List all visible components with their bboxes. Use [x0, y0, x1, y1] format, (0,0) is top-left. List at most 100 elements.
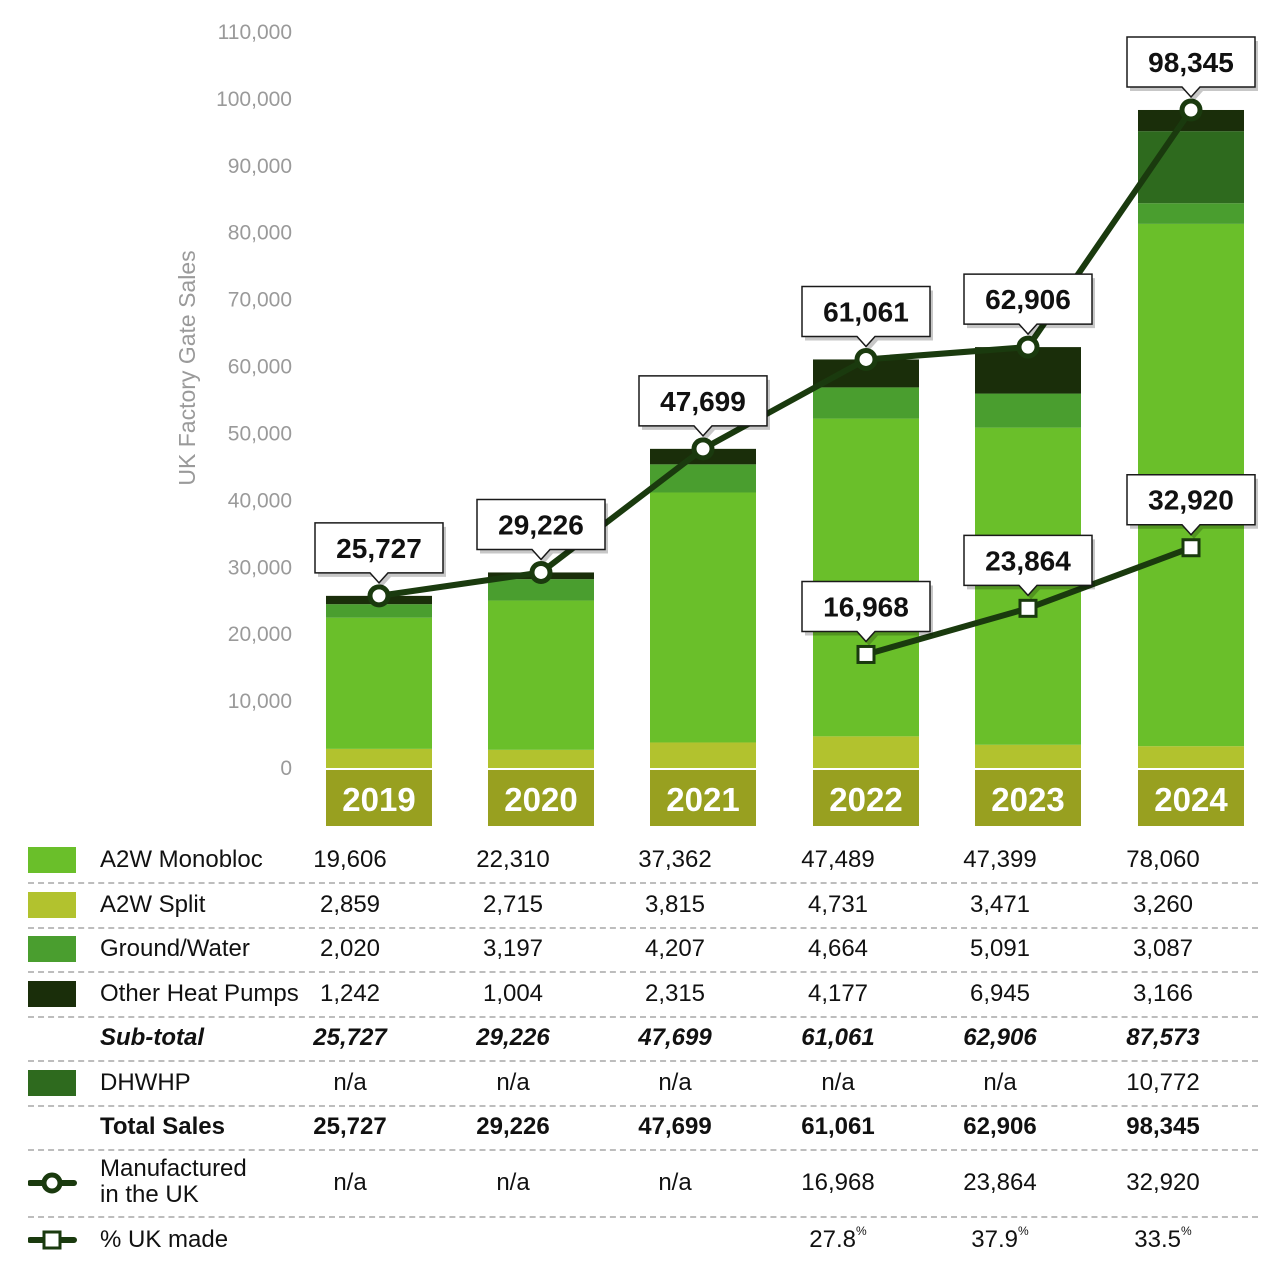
callout-0-2019: 25,727: [314, 522, 446, 587]
table-cell: 3,197: [433, 935, 593, 963]
cell-value: 10,772: [1126, 1069, 1200, 1096]
table-cell: 32,920: [1083, 1169, 1243, 1197]
table-cell: 37.9%: [920, 1224, 1080, 1254]
table-cell: n/a: [270, 1169, 430, 1197]
callout-label: 61,061: [823, 296, 909, 327]
cell-value: n/a: [983, 1069, 1017, 1096]
cell-value: 78,060: [1126, 846, 1200, 873]
cell-value: 47,489: [801, 846, 875, 873]
marker-circle: [1179, 98, 1203, 122]
y-tick-label: 60,000: [228, 356, 292, 379]
callout-label: 62,906: [985, 284, 1071, 315]
row-label-line: in the UK: [100, 1181, 199, 1208]
cell-value: n/a: [333, 1169, 367, 1196]
callouts: 25,727 29,226 47,699 61,061 62,906 98,345 16,9…: [314, 36, 1258, 646]
callout-0-2020: 29,226: [476, 498, 608, 564]
table-cell: 5,091: [920, 935, 1080, 963]
legend-swatch: [28, 892, 76, 918]
table-cell: 19,606: [270, 846, 430, 874]
cell-value: 37,362: [638, 846, 712, 873]
table-row: Total Sales 25,727 29,226 47,699 61,061 62,90…: [28, 1105, 1258, 1151]
cell-value: 61,061: [801, 1113, 875, 1140]
table-cell: 2,715: [433, 891, 593, 919]
cell-value: 6,945: [969, 980, 1031, 1007]
callout-box: [963, 534, 1093, 597]
percent-unit: %: [856, 1224, 867, 1238]
cell-value: 4,664: [807, 935, 869, 962]
marker-circle: [529, 560, 553, 584]
table-cell: 47,699: [595, 1113, 755, 1141]
legend-swatch: [28, 1070, 76, 1096]
cell-value: 62,906: [963, 1024, 1037, 1051]
row-label: Sub-total: [100, 1024, 204, 1051]
bar-ground-water-2020: [488, 579, 594, 601]
year-label: 2019: [342, 781, 415, 818]
year-bands: 2019 2020 2021 2022 2023 2024: [326, 770, 1244, 826]
cell-value: 37.9: [971, 1226, 1019, 1253]
bar-a2w-split-2021: [650, 742, 756, 768]
cell-value: 2,020: [319, 935, 381, 962]
square-marker-line-icon: [28, 1230, 77, 1250]
table-cell: 4,207: [595, 935, 755, 963]
y-tick-label: 30,000: [228, 556, 292, 579]
table-cell: n/a: [920, 1069, 1080, 1097]
marker-circle: [691, 437, 715, 461]
callout-1-2022: 16,968: [801, 580, 933, 646]
marker-circle: [854, 347, 878, 371]
table-row: Other Heat Pumps 1,242 1,004 2,315 4,177 6,94…: [28, 972, 1258, 1018]
percent-unit: %: [1018, 1224, 1029, 1238]
callout-label: 23,864: [985, 545, 1071, 576]
icon-square: [42, 1230, 62, 1250]
table-cell: 4,177: [758, 980, 918, 1008]
cell-value: 1,004: [482, 980, 544, 1007]
y-tick-label: 80,000: [228, 222, 292, 245]
callout-box: [638, 375, 768, 437]
table-cell: 47,699: [595, 1024, 755, 1052]
table-cell: 22,310: [433, 846, 593, 874]
cell-value: 3,815: [644, 891, 706, 918]
cell-value: 4,731: [807, 891, 869, 918]
cell-value: 47,699: [638, 1024, 712, 1051]
percent-unit: %: [1181, 1224, 1192, 1238]
bar-ground-water-2019: [326, 604, 432, 618]
bars: [326, 109, 1244, 768]
bar-ground-water-2024: [1138, 203, 1244, 224]
row-label: Total Sales: [100, 1113, 225, 1140]
table-cell: n/a: [595, 1169, 755, 1197]
callout-box: [1126, 473, 1256, 536]
row-label: Ground/Water: [100, 935, 250, 962]
bar-ground-water-2023: [975, 393, 1081, 428]
y-tick-label: 20,000: [228, 623, 292, 646]
cell-value: 22,310: [476, 846, 550, 873]
y-tick-label: 110,000: [218, 21, 292, 44]
callout-0-2021: 47,699: [638, 375, 770, 440]
callout-1-2023: 23,864: [963, 534, 1095, 600]
table-cell: 61,061: [758, 1113, 918, 1141]
bar-a2w-monobloc-2021: [650, 492, 756, 743]
cell-value: 32,920: [1126, 1169, 1200, 1196]
callout-box: [476, 498, 606, 561]
table-cell: 3,087: [1083, 935, 1243, 963]
table-cell: 3,260: [1083, 891, 1243, 919]
table-row: DHWHP n/a n/a n/a n/a n/a 10,772: [28, 1061, 1258, 1107]
y-tick-label: 90,000: [228, 155, 292, 178]
icon-circle: [41, 1172, 63, 1194]
cell-value: 25,727: [313, 1113, 387, 1140]
marker-square: [1018, 598, 1038, 618]
bar-a2w-monobloc-2022: [813, 418, 919, 737]
callout-1-2024: 32,920: [1126, 473, 1258, 539]
bar-a2w-split-2023: [975, 744, 1081, 768]
table-cell: 16,968: [758, 1169, 918, 1197]
bar-a2w-split-2022: [813, 736, 919, 768]
marker-square: [1181, 538, 1201, 558]
callout-0-2024: 98,345: [1126, 36, 1258, 101]
row-label-line: Manufactured: [100, 1155, 247, 1182]
bar-a2w-monobloc-2019: [326, 617, 432, 749]
cell-value: 3,166: [1132, 980, 1194, 1007]
table-cell: n/a: [270, 1069, 430, 1097]
callout-label: 29,226: [498, 509, 584, 540]
row-label: A2W Split: [100, 891, 206, 918]
callout-box: [963, 273, 1093, 336]
table-cell: 3,815: [595, 891, 755, 919]
table-cell: n/a: [433, 1069, 593, 1097]
